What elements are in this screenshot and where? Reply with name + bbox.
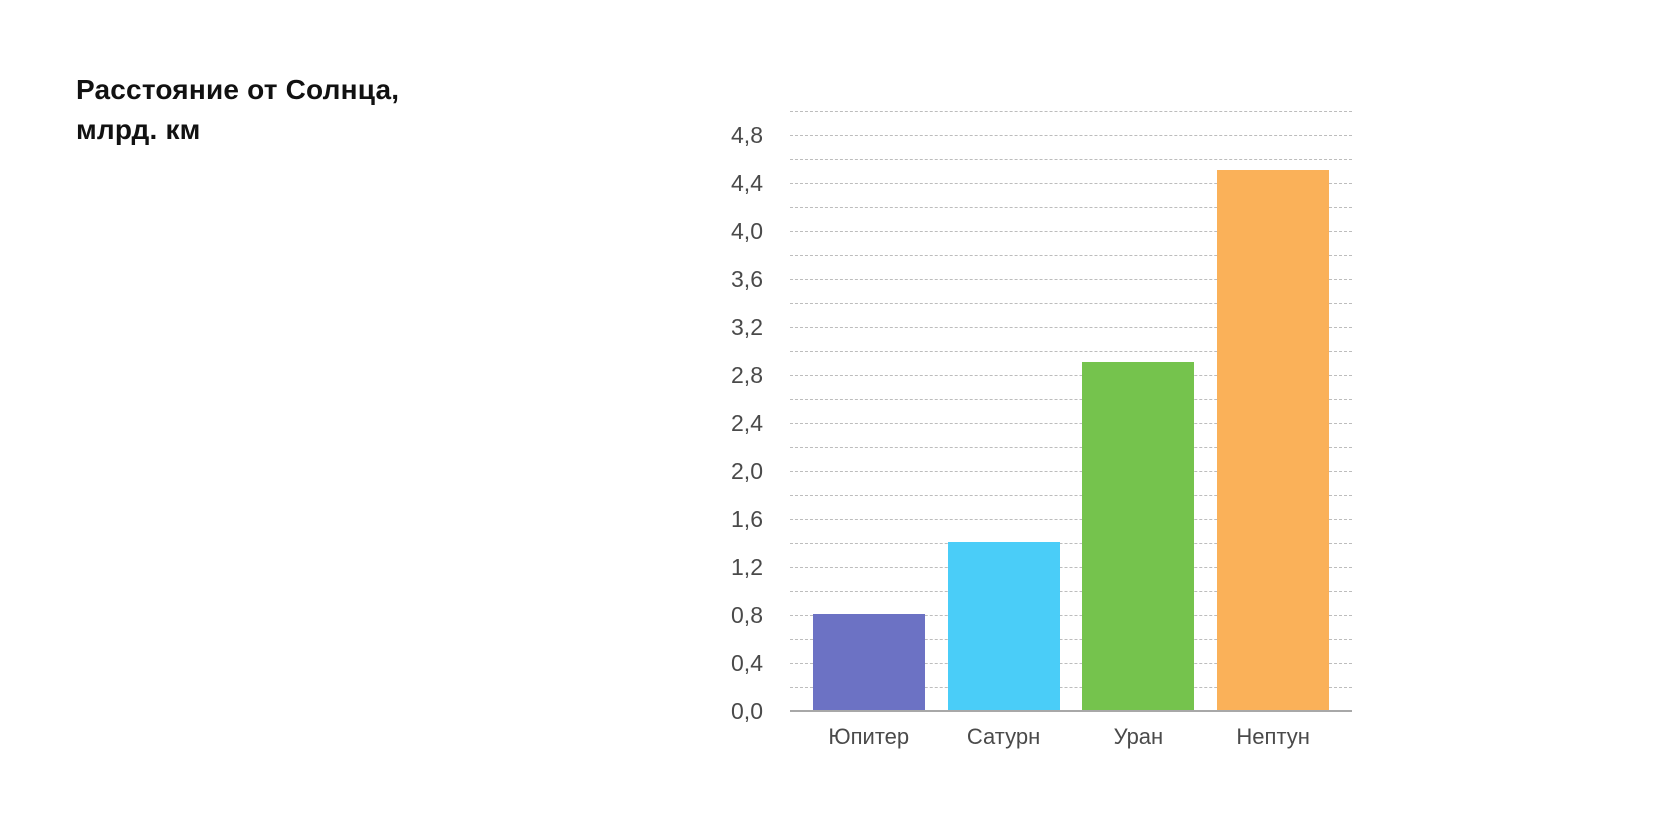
gridline bbox=[790, 375, 1352, 376]
gridline bbox=[790, 159, 1352, 160]
gridline bbox=[790, 471, 1352, 472]
y-tick-label: 3,2 bbox=[731, 314, 763, 340]
y-tick-label: 3,6 bbox=[731, 266, 763, 292]
x-category-label: Уран bbox=[1113, 724, 1164, 749]
bar-chart-plot-area bbox=[790, 111, 1352, 712]
gridline bbox=[790, 519, 1352, 520]
x-category-label: Юпитер bbox=[828, 724, 910, 749]
gridline bbox=[790, 231, 1352, 232]
chart-title-line1: Расстояние от Солнца, bbox=[76, 74, 400, 105]
gridline bbox=[790, 567, 1352, 568]
gridline bbox=[790, 495, 1352, 496]
gridline bbox=[790, 207, 1352, 208]
gridline bbox=[790, 183, 1352, 184]
gridline bbox=[790, 255, 1352, 256]
x-category-label: Сатурн bbox=[966, 724, 1041, 749]
gridline bbox=[790, 687, 1352, 688]
y-tick-label: 0,4 bbox=[731, 650, 763, 676]
y-tick-label: 0,0 bbox=[731, 698, 763, 724]
chart-title-line2: млрд. км bbox=[76, 114, 201, 145]
gridline bbox=[790, 663, 1352, 664]
y-tick-label: 4,8 bbox=[731, 122, 763, 148]
y-tick-label: 2,4 bbox=[731, 410, 763, 436]
gridline bbox=[790, 423, 1352, 424]
chart-bar bbox=[1082, 362, 1195, 710]
y-tick-label: 2,0 bbox=[731, 458, 763, 484]
gridline bbox=[790, 615, 1352, 616]
gridline bbox=[790, 351, 1352, 352]
chart-bar bbox=[947, 542, 1060, 710]
chart-bar bbox=[812, 614, 925, 710]
gridline bbox=[790, 399, 1352, 400]
x-axis-line bbox=[790, 710, 1352, 712]
gridline bbox=[790, 591, 1352, 592]
gridline bbox=[790, 111, 1352, 112]
gridline bbox=[790, 279, 1352, 280]
x-category-label: Нептун bbox=[1236, 724, 1310, 749]
gridline bbox=[790, 447, 1352, 448]
gridline bbox=[790, 639, 1352, 640]
y-tick-label: 0,8 bbox=[731, 602, 763, 628]
y-tick-label: 1,6 bbox=[731, 506, 763, 532]
y-tick-label: 4,4 bbox=[731, 170, 763, 196]
chart-bar bbox=[1217, 170, 1330, 710]
y-tick-label: 4,0 bbox=[731, 218, 763, 244]
gridline bbox=[790, 135, 1352, 136]
y-tick-label: 2,8 bbox=[731, 362, 763, 388]
chart-title: Расстояние от Солнца, млрд. км bbox=[76, 70, 399, 150]
gridline bbox=[790, 303, 1352, 304]
y-tick-label: 1,2 bbox=[731, 554, 763, 580]
gridline bbox=[790, 327, 1352, 328]
gridline bbox=[790, 543, 1352, 544]
